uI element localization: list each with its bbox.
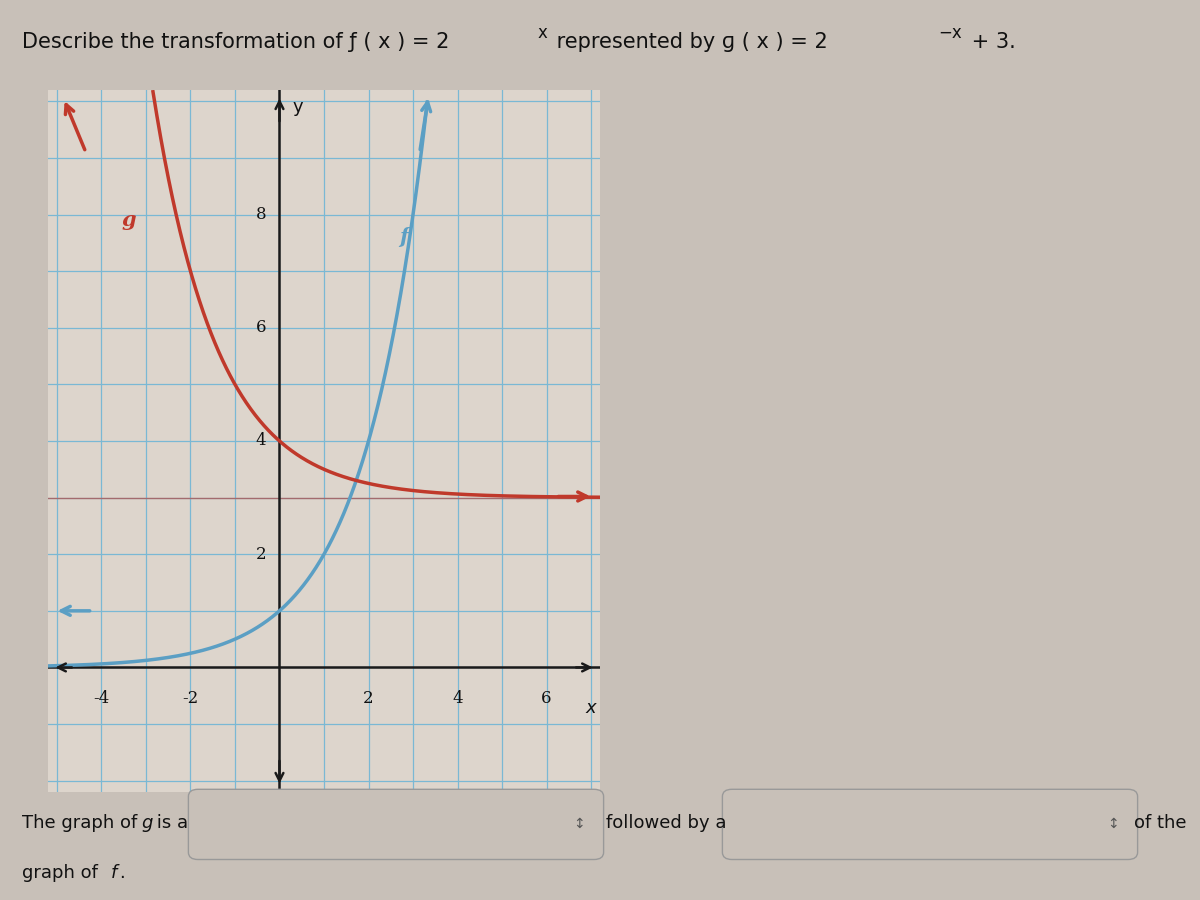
Text: f: f [400,227,409,247]
Text: is a: is a [151,814,188,832]
Text: x: x [538,24,547,42]
Text: followed by a: followed by a [606,814,726,832]
Text: -4: -4 [94,690,109,707]
Text: 6: 6 [256,320,266,337]
Text: of the: of the [1134,814,1187,832]
Text: 4: 4 [256,433,266,449]
Text: .: . [119,864,125,882]
Text: + 3.: + 3. [965,32,1015,51]
Text: The graph of: The graph of [22,814,143,832]
Text: Describe the transformation of ƒ ( x ) = 2: Describe the transformation of ƒ ( x ) =… [22,32,449,51]
Text: g: g [142,814,152,832]
Text: 6: 6 [541,690,552,707]
Text: 4: 4 [452,690,463,707]
Text: f: f [110,864,116,882]
Text: 2: 2 [364,690,374,707]
Text: -2: -2 [182,690,198,707]
Text: represented by ɡ ( x ) = 2: represented by ɡ ( x ) = 2 [550,32,827,51]
Text: 2: 2 [256,545,266,562]
Text: −x: −x [938,24,962,42]
Text: g: g [121,210,136,230]
Text: ↕: ↕ [1106,816,1118,831]
Text: 8: 8 [256,206,266,223]
Text: ↕: ↕ [572,816,584,831]
Text: graph of: graph of [22,864,103,882]
Text: y: y [293,98,304,116]
Text: x: x [586,698,596,716]
